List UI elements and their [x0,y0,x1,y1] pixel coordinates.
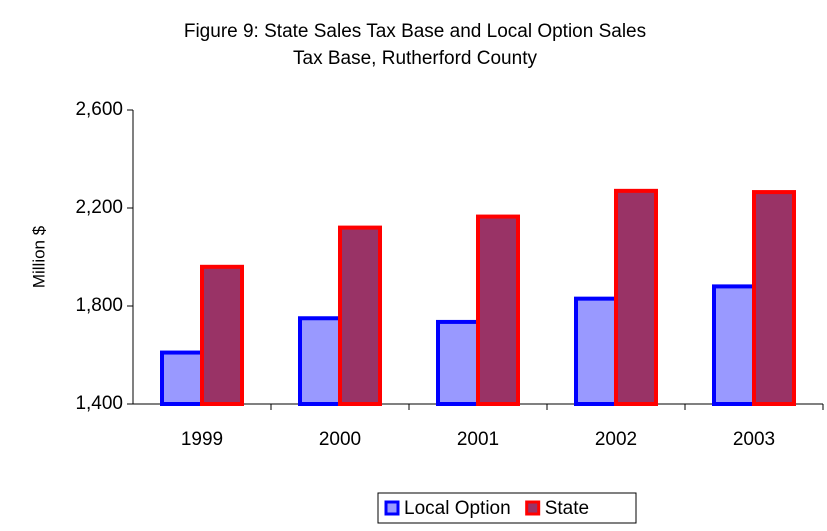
chart-title: Figure 9: State Sales Tax Base and Local… [183,21,647,69]
bar [200,264,244,406]
bar [160,350,204,406]
legend-swatch [525,500,541,516]
x-tick-label: 1999 [181,429,223,450]
x-tick-label: 2001 [457,429,499,450]
bar [752,190,796,406]
bar [476,214,520,406]
bar [574,296,618,406]
x-tick-label: 2002 [595,429,637,450]
x-tick-label: 2000 [319,429,361,450]
y-tick-label: 2,600 [75,99,123,120]
legend-label: Local Option [404,498,511,519]
bar [436,319,480,406]
y-tick-label: 1,400 [75,393,123,414]
legend-label: State [545,498,589,519]
y-tick-label: 1,800 [75,295,123,316]
bar [712,284,756,406]
legend-swatch [384,500,400,516]
y-axis-label: Million $ [29,225,48,288]
bar [298,316,342,406]
x-tick-label: 2003 [733,429,775,450]
bar [614,188,658,406]
bar [338,225,382,406]
legend-box [377,492,637,524]
y-tick-label: 2,200 [75,197,123,218]
